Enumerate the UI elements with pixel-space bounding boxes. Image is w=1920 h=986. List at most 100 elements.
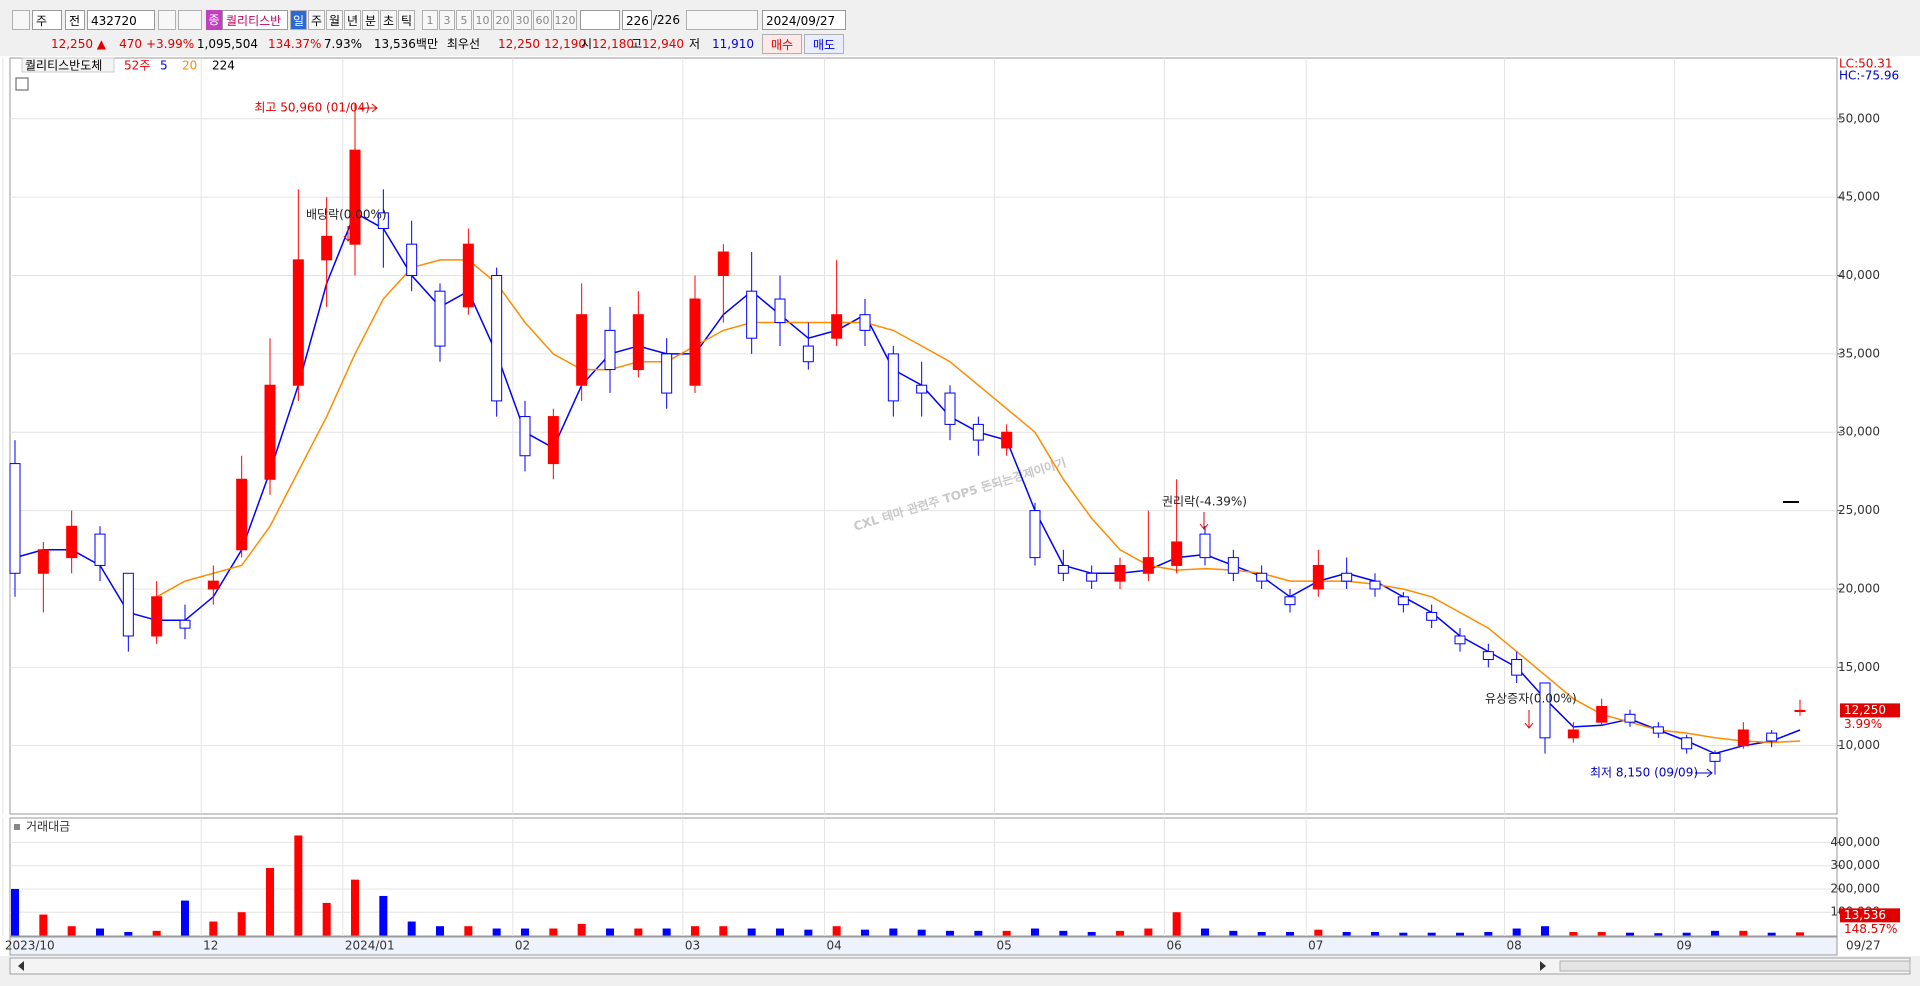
candle-body bbox=[1652, 726, 1664, 734]
period-button[interactable]: 분 bbox=[362, 10, 379, 30]
volume-bar bbox=[1116, 930, 1124, 936]
candle-body bbox=[831, 314, 843, 339]
y-tick-label: 35,000 bbox=[1838, 346, 1880, 360]
candle-body bbox=[66, 525, 78, 559]
market[interactable]: 전 bbox=[65, 10, 85, 30]
date-axis bbox=[9, 936, 1838, 956]
code-input[interactable]: 432720 bbox=[87, 10, 155, 30]
quote-best-ask: 12,250 bbox=[498, 37, 540, 51]
candle-body bbox=[94, 533, 106, 566]
candle-body bbox=[802, 345, 814, 363]
period-button[interactable]: 월 bbox=[326, 10, 343, 30]
sound-icon[interactable] bbox=[178, 10, 202, 30]
annotation-arrow bbox=[343, 226, 353, 242]
y-tick-label: 20,000 bbox=[1838, 581, 1880, 595]
volume-bar bbox=[1257, 932, 1266, 936]
candle-body bbox=[1454, 635, 1466, 645]
candle-body bbox=[1426, 611, 1438, 621]
candle-body bbox=[1709, 753, 1721, 762]
volume-bar bbox=[67, 926, 76, 936]
candle-body bbox=[1341, 572, 1353, 582]
interval-button[interactable]: 5 bbox=[456, 10, 472, 30]
volume-bar bbox=[464, 926, 473, 936]
count-input[interactable]: 226 bbox=[622, 10, 652, 30]
chart-background bbox=[0, 56, 1920, 956]
volume-change-label: 148.57% bbox=[1844, 922, 1897, 936]
price-frame bbox=[9, 57, 1838, 815]
interval-button[interactable]: 3 bbox=[439, 10, 455, 30]
period-button[interactable]: 년 bbox=[344, 10, 361, 30]
search-icon[interactable] bbox=[158, 10, 176, 30]
period-button[interactable]: 일 bbox=[290, 10, 307, 30]
volume-bar bbox=[39, 914, 48, 936]
sell-button[interactable]: 매도 bbox=[804, 34, 844, 54]
quote-volume-ratio: 134.37% bbox=[268, 37, 322, 51]
stock-name[interactable]: 퀄리티스반 bbox=[222, 10, 288, 30]
candle-body bbox=[1284, 596, 1296, 606]
candle-body bbox=[1369, 580, 1381, 590]
period-button[interactable]: 초 bbox=[380, 10, 397, 30]
candle-body bbox=[1766, 732, 1778, 742]
interval-button[interactable]: 30 bbox=[513, 10, 532, 30]
quote-high-label: 고 bbox=[630, 37, 642, 51]
candle-body bbox=[1029, 510, 1041, 559]
volume-bar bbox=[606, 928, 614, 936]
volume-bar bbox=[1031, 928, 1039, 936]
candle-body bbox=[1114, 564, 1126, 582]
interval-button[interactable]: 60 bbox=[533, 10, 552, 30]
interval-button[interactable]: 10 bbox=[473, 10, 492, 30]
volume-bar bbox=[691, 926, 699, 936]
tool-icons[interactable] bbox=[686, 10, 758, 30]
candle-body bbox=[604, 329, 616, 371]
volume-bar bbox=[351, 879, 359, 936]
volume-bar bbox=[1144, 928, 1153, 936]
candle-body bbox=[406, 243, 418, 277]
interval-combo[interactable] bbox=[580, 10, 620, 30]
count-total: /226 bbox=[653, 13, 680, 27]
volume-bar bbox=[96, 928, 104, 936]
scroll-right[interactable] bbox=[1540, 961, 1546, 971]
y-tick-label: 45,000 bbox=[1838, 190, 1880, 204]
candle-body bbox=[916, 384, 928, 394]
volume-bar bbox=[1059, 930, 1068, 936]
candle-body bbox=[1397, 596, 1409, 606]
candle-body bbox=[632, 314, 644, 371]
x-tick-label: 08 bbox=[1507, 939, 1522, 953]
volume-bar bbox=[521, 928, 529, 936]
volume-bar bbox=[152, 930, 161, 936]
scroll-left[interactable] bbox=[18, 961, 24, 971]
candle-body bbox=[661, 353, 673, 394]
interval-button[interactable]: 120 bbox=[553, 10, 577, 30]
x-tick-label: 04 bbox=[827, 939, 842, 953]
interval-button[interactable]: 20 bbox=[493, 10, 512, 30]
buy-button[interactable]: 매수 bbox=[762, 34, 802, 54]
period-button[interactable]: 틱 bbox=[398, 10, 415, 30]
candle-body bbox=[236, 478, 248, 551]
candle-body bbox=[1596, 705, 1608, 723]
period-button[interactable]: 주 bbox=[308, 10, 325, 30]
pane-icon[interactable] bbox=[15, 77, 29, 91]
candle-body bbox=[1171, 541, 1183, 566]
legend-title: 퀄리티스반도체 bbox=[25, 59, 102, 73]
menu-icon[interactable] bbox=[12, 10, 30, 30]
y-tick-label: 10,000 bbox=[1838, 738, 1880, 752]
interval-button[interactable]: 1 bbox=[422, 10, 438, 30]
volume-bar bbox=[634, 928, 643, 936]
quote-change-pct: +3.99% bbox=[146, 37, 195, 51]
volume-bar bbox=[719, 926, 728, 936]
candle-body bbox=[377, 212, 389, 230]
lc-label: LC:50.31 bbox=[1839, 57, 1892, 71]
quote-high: 12,940 bbox=[642, 37, 684, 51]
badge: 종 bbox=[206, 10, 222, 30]
candle-body bbox=[292, 259, 304, 386]
volume-bar bbox=[379, 895, 388, 936]
legend-entry: 5 bbox=[160, 59, 168, 73]
chart-kind[interactable]: 주 bbox=[32, 10, 62, 30]
candle-body bbox=[151, 596, 163, 637]
volume-bar bbox=[1172, 912, 1181, 936]
quote-price: 12,250 ▲ bbox=[50, 37, 106, 51]
x-tick-label: 02 bbox=[515, 939, 530, 953]
quote-change: 470 bbox=[119, 37, 142, 51]
nav-controls[interactable] bbox=[1559, 960, 1911, 972]
date-input[interactable]: 2024/09/27 bbox=[762, 10, 846, 30]
